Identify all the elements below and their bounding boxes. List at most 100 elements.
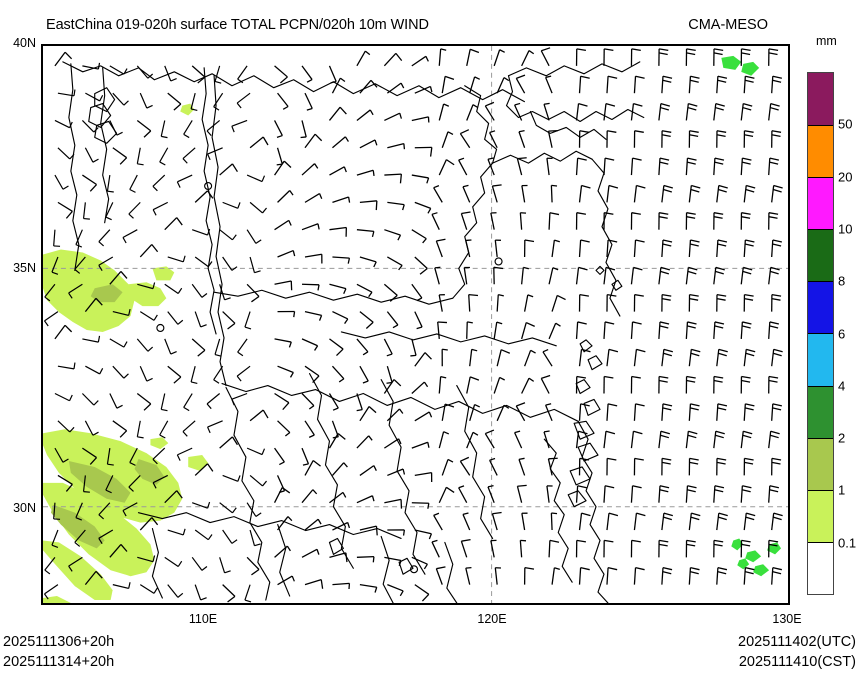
wind-barb	[179, 119, 199, 140]
wind-barb	[112, 574, 134, 596]
wind-barb	[544, 156, 557, 176]
wind-barb	[205, 416, 224, 436]
colorbar[interactable]	[807, 72, 834, 595]
wind-barb	[520, 376, 535, 397]
footer-valid-times: 2025111402(UTC) 2025111410(CST)	[738, 632, 856, 672]
wind-barb	[109, 332, 130, 352]
wind-barb	[139, 305, 160, 325]
wind-barb	[575, 266, 589, 285]
wind-barb	[438, 375, 448, 395]
wind-barb	[70, 229, 91, 250]
wind-barb	[659, 456, 674, 477]
wind-barb	[485, 483, 502, 504]
wind-barb	[244, 256, 265, 276]
wind-barb	[154, 392, 175, 414]
wind-barb	[739, 156, 753, 176]
wind-barb	[411, 439, 431, 456]
wind-barb	[190, 310, 210, 330]
wind-barb	[487, 456, 505, 477]
wind-barb	[54, 50, 74, 72]
map-boundaries	[62, 61, 645, 603]
wind-barb	[322, 65, 339, 85]
wind-barbs	[43, 46, 784, 603]
wind-barb	[601, 47, 616, 67]
wind-barb	[658, 102, 671, 122]
wind-barb	[96, 229, 114, 248]
wind-barb	[349, 392, 365, 413]
wind-barb	[246, 167, 268, 187]
wind-barb	[688, 512, 701, 531]
wind-barb	[219, 161, 240, 184]
wind-barb	[661, 512, 674, 531]
footer-left-line2: 2025111314+20h	[3, 654, 115, 670]
wind-barb	[356, 167, 377, 183]
wind-barb	[383, 171, 404, 187]
wind-barb	[414, 470, 435, 487]
wind-barb	[523, 349, 537, 369]
wind-barb	[770, 566, 784, 586]
wind-barb	[688, 184, 701, 204]
wind-barb	[167, 310, 184, 326]
wind-barb	[601, 211, 616, 231]
wind-barb	[551, 567, 561, 586]
wind-barb	[151, 174, 167, 192]
colorbar-tick-8: 8	[838, 273, 846, 289]
wind-barb	[191, 494, 213, 515]
wind-barb	[215, 583, 237, 603]
wind-barb	[768, 266, 781, 285]
wind-barb	[548, 266, 559, 286]
wind-barb	[136, 92, 156, 110]
wind-barb	[236, 92, 251, 109]
wind-barb	[686, 129, 701, 149]
wind-barb	[222, 194, 243, 215]
wind-barb	[234, 338, 253, 358]
x-tick-120e: 120E	[477, 612, 507, 626]
wind-barb	[601, 374, 616, 395]
wind-barb	[660, 566, 674, 586]
wind-barb	[469, 403, 481, 423]
footer-right-line2: 2025111410(CST)	[738, 654, 856, 670]
wind-barb	[154, 119, 175, 141]
wind-barb	[601, 538, 616, 558]
wind-barb	[438, 48, 448, 67]
wind-barb	[685, 430, 698, 449]
wind-barb	[740, 266, 753, 285]
wind-barb	[575, 320, 589, 340]
colorbar-tick-1: 1	[838, 482, 846, 498]
wind-barb	[160, 65, 180, 83]
wind-barb	[438, 430, 450, 450]
wind-barb	[547, 539, 561, 558]
wind-barb	[687, 238, 701, 258]
wind-barb	[271, 92, 291, 112]
wind-barb	[605, 402, 619, 422]
wind-barb	[768, 102, 781, 122]
wind-barb	[684, 320, 698, 340]
colorbar-band-2	[808, 177, 833, 230]
wind-barb	[466, 431, 479, 451]
wind-barb	[139, 578, 160, 598]
map-plot-area[interactable]	[41, 44, 790, 605]
wind-barb	[770, 238, 784, 258]
wind-barb	[769, 129, 784, 149]
wind-barb	[383, 496, 405, 514]
wind-barb	[299, 338, 319, 352]
wind-barb	[331, 255, 351, 266]
wind-barb	[767, 484, 781, 504]
wind-barb	[408, 229, 428, 245]
footer-init-times: 2025111306+20h 2025111314+20h	[3, 632, 114, 672]
wind-barb	[57, 355, 79, 377]
wind-barb	[208, 338, 230, 360]
colorbar-tick-10: 10	[838, 221, 853, 237]
wind-barb	[325, 420, 341, 440]
wind-barb	[181, 147, 197, 165]
wind-barb	[685, 102, 698, 122]
wind-barb	[545, 127, 564, 149]
model-label: CMA-MESO	[688, 17, 768, 33]
wind-barb	[514, 482, 533, 504]
wind-barb	[658, 266, 671, 285]
wind-barb	[742, 238, 756, 258]
wind-barb	[304, 132, 324, 154]
colorbar-band-9	[808, 541, 833, 594]
wind-barb	[301, 547, 321, 565]
wind-barb	[603, 430, 616, 449]
